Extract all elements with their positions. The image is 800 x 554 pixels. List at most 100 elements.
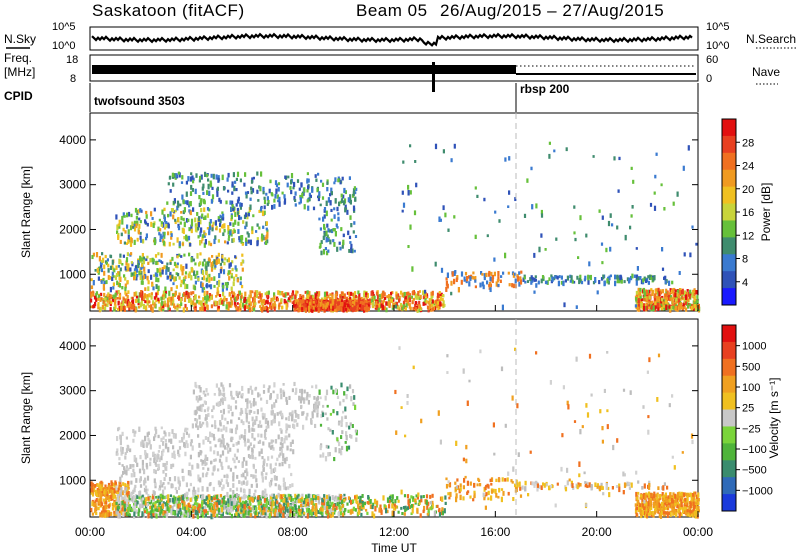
- echo-cell: [405, 507, 408, 511]
- echo-cell: [323, 209, 326, 213]
- echo-cell: [232, 443, 235, 447]
- echo-cell: [139, 476, 142, 482]
- echo-cell: [161, 483, 164, 488]
- echo-cell: [266, 291, 269, 297]
- echo-cell: [577, 256, 580, 260]
- echo-cell: [167, 223, 170, 229]
- echo-cell: [358, 299, 361, 304]
- echo-cell: [314, 494, 317, 501]
- echo-cell: [105, 496, 108, 500]
- echo-cell: [208, 284, 211, 288]
- echo-cell: [647, 275, 650, 279]
- echo-cell: [127, 211, 131, 217]
- echo-cell: [199, 510, 202, 515]
- echo-cell: [138, 494, 141, 500]
- echo-cell: [319, 242, 322, 248]
- echo-cell: [329, 293, 332, 296]
- echo-cell: [259, 293, 262, 298]
- echo-cell: [214, 504, 217, 509]
- echo-cell: [282, 456, 285, 462]
- echo-cell: [135, 509, 138, 513]
- echo-cell: [253, 303, 256, 308]
- echo-cell: [114, 275, 117, 280]
- echo-cell: [208, 273, 211, 278]
- echo-cell: [537, 280, 540, 285]
- echo-cell: [640, 303, 643, 308]
- echo-cell: [637, 303, 640, 307]
- echo-cell: [614, 280, 617, 287]
- echo-cell: [142, 512, 145, 518]
- echo-cell: [631, 205, 634, 209]
- echo-cell: [270, 439, 273, 444]
- echo-cell: [422, 295, 425, 300]
- echo-cell: [257, 300, 260, 304]
- echo-cell: [112, 294, 115, 299]
- echo-cell: [139, 274, 142, 281]
- echo-cell: [196, 510, 199, 516]
- echo-cell: [329, 513, 332, 518]
- echo-cell: [233, 459, 236, 464]
- echo-cell: [112, 492, 115, 497]
- echo-cell: [223, 261, 226, 266]
- echo-cell: [90, 294, 93, 298]
- echo-cell: [438, 216, 441, 222]
- echo-cell: [141, 295, 144, 301]
- echo-cell: [214, 508, 217, 514]
- echo-cell: [366, 293, 369, 299]
- echo-cell: [642, 287, 646, 293]
- echo-cell: [269, 179, 272, 184]
- echo-cell: [103, 302, 106, 307]
- echo-cell: [293, 196, 296, 201]
- echo-cell: [216, 287, 219, 292]
- echo-cell: [112, 275, 115, 278]
- echo-cell: [174, 305, 177, 310]
- echo-cell: [156, 273, 159, 277]
- echo-cell: [177, 171, 180, 175]
- echo-cell: [180, 181, 184, 184]
- echo-cell: [194, 307, 197, 312]
- echo-cell: [206, 486, 209, 492]
- echo-cell: [351, 508, 354, 514]
- echo-cell: [194, 294, 197, 299]
- echo-cell: [217, 282, 220, 288]
- echo-cell: [166, 201, 169, 205]
- echo-cell: [130, 473, 133, 478]
- echo-cell: [280, 298, 283, 302]
- echo-cell: [671, 288, 675, 294]
- echo-cell: [230, 508, 233, 513]
- echo-cell: [416, 508, 419, 514]
- echo-cell: [623, 280, 626, 284]
- echo-cell: [154, 254, 158, 258]
- echo-cell: [222, 284, 225, 289]
- echo-cell: [287, 297, 290, 301]
- echo-cell: [294, 302, 298, 308]
- echo-cell: [215, 259, 218, 265]
- echo-cell: [310, 296, 313, 301]
- echo-cell: [216, 186, 219, 191]
- echo-cell: [341, 293, 345, 299]
- echo-cell: [337, 512, 341, 518]
- echo-cell: [427, 307, 430, 313]
- echo-cell: [219, 494, 223, 498]
- echo-cell: [483, 276, 486, 281]
- echo-cell: [199, 199, 202, 206]
- echo-cell: [197, 487, 200, 493]
- echo-cell: [139, 484, 143, 488]
- echo-cell: [617, 278, 620, 283]
- echo-cell: [138, 258, 142, 262]
- echo-cell: [613, 156, 616, 161]
- echo-cell: [395, 291, 398, 297]
- echo-cell: [331, 495, 334, 501]
- echo-cell: [209, 284, 213, 290]
- echo-cell: [352, 191, 355, 196]
- echo-cell: [98, 266, 101, 272]
- echo-cell: [420, 495, 423, 499]
- echo-cell: [391, 297, 394, 301]
- echo-cell: [180, 279, 183, 283]
- echo-cell: [143, 487, 147, 493]
- echo-cell: [127, 234, 130, 241]
- echo-cell: [394, 499, 397, 504]
- echo-cell: [345, 307, 348, 312]
- echo-cell: [275, 188, 278, 194]
- echo-cell: [336, 499, 339, 504]
